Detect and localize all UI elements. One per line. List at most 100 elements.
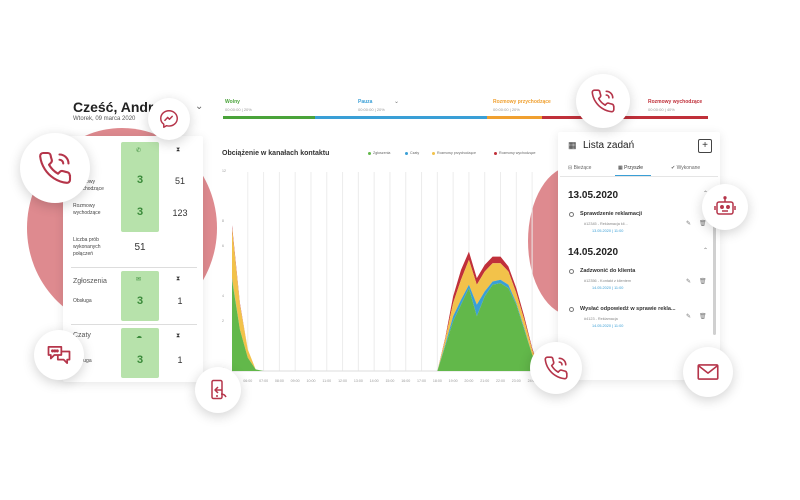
x-tick: 20:00 (464, 379, 473, 383)
trash-icon[interactable]: 🗑 (699, 314, 707, 320)
status-bar-free (223, 116, 315, 119)
mobile-bubble (195, 367, 241, 413)
edit-icon[interactable]: ✎ (686, 221, 692, 227)
task-list-panel: ▦ Lista zadań + (558, 132, 720, 380)
calls-incoming-value: 51 (174, 176, 185, 186)
x-tick: 22:00 (496, 379, 505, 383)
calls-outgoing-label: Rozmowy wychodzące (73, 203, 101, 216)
task-subtitle: #4123 - Reklamacja (584, 317, 618, 321)
task-title[interactable]: Sprawdzenie reklamacji (580, 211, 643, 217)
phone-bubble (576, 74, 630, 128)
tickets-title: Zgłoszenia (73, 278, 107, 285)
active-tab-underline (615, 175, 651, 176)
tab-future[interactable]: ▦ Przyszłe (618, 165, 644, 171)
chat-small-icon: ☁ (136, 334, 142, 340)
phone-icon (591, 89, 615, 113)
task-subtitle: #12345 - Reklamacja kli... (584, 222, 628, 226)
legend-chats: Czaty (405, 151, 419, 155)
legend-incoming: Rozmowy przychodzące (432, 151, 476, 155)
edit-icon[interactable]: ✎ (686, 279, 692, 285)
x-tick: 07:00 (259, 379, 268, 383)
robot-icon (714, 196, 736, 215)
x-tick: 15:00 (385, 379, 394, 383)
task-group-date: 13.05.2020 (568, 190, 619, 201)
x-tick: 12:00 (338, 379, 347, 383)
messenger-bubble (148, 98, 190, 140)
tabs-divider (560, 176, 718, 177)
edit-icon[interactable]: ✎ (686, 314, 692, 320)
task-title[interactable]: Zadzwonić do klienta (580, 268, 636, 274)
stats-panel: ✆ ⧗ Rozmowy przychodzące 3 51 Rozmowy wy… (63, 136, 203, 382)
status-free[interactable]: Wolny 00:00:00 | 20% (225, 99, 252, 112)
x-tick: 18:00 (433, 379, 442, 383)
y-tick: 4 (222, 294, 224, 298)
phone-icon (544, 356, 568, 380)
calls-count-column (121, 142, 159, 232)
chevron-down-icon[interactable]: ⌄ (195, 101, 204, 112)
x-tick: 14:00 (370, 379, 379, 383)
status-incoming[interactable]: Rozmowy przychodzące 00:00:00 | 20% (493, 99, 551, 112)
trash-icon[interactable]: 🗑 (699, 221, 707, 227)
status-bar-pause (315, 116, 487, 119)
legend-swatch (368, 151, 371, 155)
area-series-2 (232, 228, 540, 371)
task-datetime: 13.05.2020 | 11:00 (592, 229, 624, 233)
task-title[interactable]: Wysłać odpowiedź w sprawie rekla... (580, 306, 676, 312)
chats-count-box (121, 328, 159, 378)
mobile-app-icon (211, 379, 227, 400)
phone-icon (39, 151, 72, 184)
task-datetime: 14.05.2020 | 11:00 (592, 286, 624, 290)
phone-bubble (530, 342, 582, 394)
mail-icon (697, 364, 719, 380)
x-tick: 08:00 (275, 379, 284, 383)
y-tick: 6 (222, 244, 224, 248)
task-datetime: 14.05.2020 | 11:00 (592, 324, 624, 328)
chats-title: Czaty (73, 332, 91, 339)
chat-bubble (34, 330, 84, 380)
x-tick: 13:00 (354, 379, 363, 383)
mail-bubble (683, 347, 733, 397)
phone-small-icon: ✆ (136, 148, 142, 154)
x-tick: 21:00 (480, 379, 489, 383)
hourglass-icon: ⧗ (176, 147, 181, 153)
task-list-title: Lista zadań (583, 140, 635, 151)
chevron-down-icon[interactable]: ⌄ (394, 99, 400, 105)
x-tick: 17:00 (417, 379, 426, 383)
add-task-button[interactable]: + (698, 139, 712, 153)
area-series-1 (232, 278, 540, 371)
tickets-count-box (121, 271, 159, 321)
area-series-0 (232, 279, 540, 371)
legend-outgoing: Rozmowy wychodzące (494, 151, 536, 155)
legend-tickets: Zgłoszenia (368, 151, 390, 155)
status-pause[interactable]: Pauza 00:00:00 | 20% (358, 99, 385, 112)
x-tick: 23:00 (512, 379, 521, 383)
scrollbar[interactable] (713, 205, 716, 335)
tickets-value: 1 (177, 296, 183, 306)
chat-bubbles-icon (47, 345, 71, 365)
tickets-row-label: Obsługa (73, 298, 92, 304)
task-checkbox[interactable] (569, 212, 574, 217)
status-outgoing[interactable]: Rozmowy wychodzące 00:00:00 | 40% (648, 99, 703, 112)
task-checkbox[interactable] (569, 269, 574, 274)
messenger-icon (160, 110, 178, 128)
x-tick: 11:00 (322, 379, 331, 383)
bot-bubble (702, 184, 748, 230)
legend-swatch (405, 151, 408, 155)
legend-swatch (432, 151, 435, 155)
hourglass-icon: ⧗ (176, 276, 181, 282)
x-tick: 06:00 (243, 379, 252, 383)
x-tick: 10:00 (306, 379, 315, 383)
call-attempts-value: 51 (134, 242, 146, 253)
tab-done[interactable]: ✔ Wykonane (671, 165, 701, 171)
chevron-up-icon[interactable]: ⌃ (703, 248, 709, 254)
task-checkbox[interactable] (569, 307, 574, 312)
phone-bubble (20, 133, 90, 203)
chats-count: 3 (136, 354, 144, 366)
y-tick: 2 (222, 319, 224, 323)
x-tick: 16:00 (401, 379, 410, 383)
tab-current[interactable]: ⊟ Bieżące (568, 165, 592, 171)
chats-value: 1 (177, 355, 183, 365)
trash-icon[interactable]: 🗑 (699, 279, 707, 285)
hourglass-icon: ⧗ (176, 333, 181, 339)
calls-outgoing-count: 3 (136, 206, 144, 218)
